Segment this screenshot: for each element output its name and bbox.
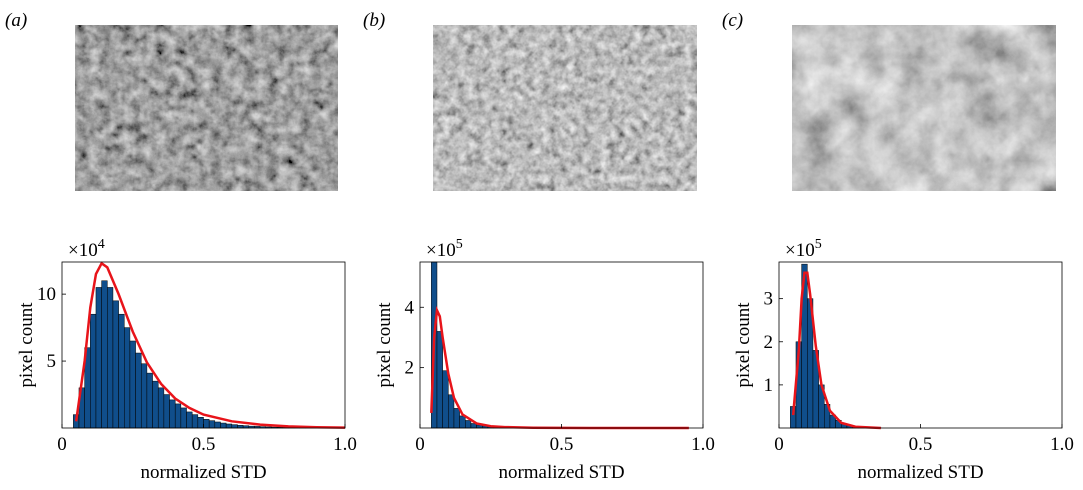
- scale-factor: ×104: [68, 237, 105, 261]
- y-tick-label: 1: [764, 375, 774, 396]
- histogram-bar: [152, 380, 159, 429]
- panel-label: (b): [363, 10, 385, 31]
- histogram-bar: [197, 417, 204, 429]
- histogram-bar: [180, 407, 187, 429]
- y-axis-label: pixel count: [733, 302, 754, 388]
- fit-curve: [74, 261, 346, 429]
- micrograph: [75, 25, 338, 191]
- histogram-bar: [237, 425, 244, 429]
- y-axis-label: pixel count: [374, 302, 395, 388]
- fit-curve: [791, 271, 881, 430]
- y-tick-label: 4: [405, 297, 415, 318]
- histogram-bar: [129, 340, 136, 429]
- scale-factor: ×105: [426, 237, 463, 261]
- micrograph: [433, 25, 697, 191]
- histogram-bar: [465, 420, 472, 429]
- x-tick-label: 1.0: [691, 434, 715, 455]
- histogram-bar: [191, 414, 199, 429]
- micrograph: [792, 25, 1056, 191]
- fit-curve: [430, 305, 689, 430]
- histogram-bar: [225, 423, 233, 429]
- histogram-bar: [459, 415, 466, 429]
- histogram-bar: [203, 419, 210, 429]
- histogram-bar: [101, 280, 108, 429]
- x-tick-label: 0: [57, 434, 67, 455]
- histogram-bar: [163, 394, 170, 429]
- histogram-bar: [448, 394, 455, 429]
- histogram-bar: [140, 363, 148, 429]
- histogram-bar: [118, 313, 125, 429]
- panel-label: (c): [722, 10, 743, 31]
- histogram-bar: [174, 403, 182, 429]
- scale-exponent: 5: [815, 237, 822, 252]
- histogram-bar: [186, 411, 193, 429]
- y-tick-label: 5: [47, 351, 57, 372]
- scale-exponent: 4: [98, 237, 105, 252]
- x-tick-label: 0.5: [192, 434, 216, 455]
- y-tick-label: 2: [764, 332, 774, 353]
- x-tick-label: 0: [774, 434, 784, 455]
- x-tick-label: 1.0: [333, 434, 357, 455]
- panel-label: (a): [5, 10, 27, 31]
- y-tick-label: 3: [764, 289, 774, 310]
- histogram-bar: [90, 313, 97, 429]
- histogram-bar: [157, 387, 165, 429]
- histogram-bar: [453, 408, 460, 429]
- x-axis-label: normalized STD: [140, 462, 266, 483]
- y-tick-label: 2: [405, 358, 415, 379]
- histogram-bar: [135, 352, 142, 429]
- histogram-bar: [107, 287, 114, 429]
- x-axis-label: normalized STD: [857, 462, 983, 483]
- histogram-bar: [231, 424, 238, 429]
- x-tick-label: 0.5: [550, 434, 574, 455]
- histogram-bar: [436, 331, 443, 429]
- histogram-bar: [208, 420, 216, 429]
- axes-box: [419, 261, 704, 429]
- x-tick-label: 1.0: [1050, 434, 1074, 455]
- histogram-bar: [124, 327, 131, 429]
- histogram-bar: [169, 399, 176, 429]
- scale-base: ×10: [68, 240, 98, 261]
- scale-base: ×10: [785, 240, 815, 261]
- x-tick-label: 0: [415, 434, 425, 455]
- histogram-bar: [95, 287, 102, 429]
- x-tick-label: 0.5: [909, 434, 933, 455]
- histogram-bar: [220, 422, 227, 429]
- x-axis-label: normalized STD: [498, 462, 624, 483]
- y-axis-label: pixel count: [16, 302, 37, 388]
- scale-factor: ×105: [785, 237, 822, 261]
- histogram-bar: [146, 372, 153, 429]
- scale-exponent: 5: [456, 237, 463, 252]
- y-tick-label: 10: [37, 284, 56, 305]
- scale-base: ×10: [426, 240, 456, 261]
- histogram-bar: [112, 300, 119, 429]
- histogram-bar: [442, 370, 449, 429]
- histogram-bar: [214, 421, 221, 429]
